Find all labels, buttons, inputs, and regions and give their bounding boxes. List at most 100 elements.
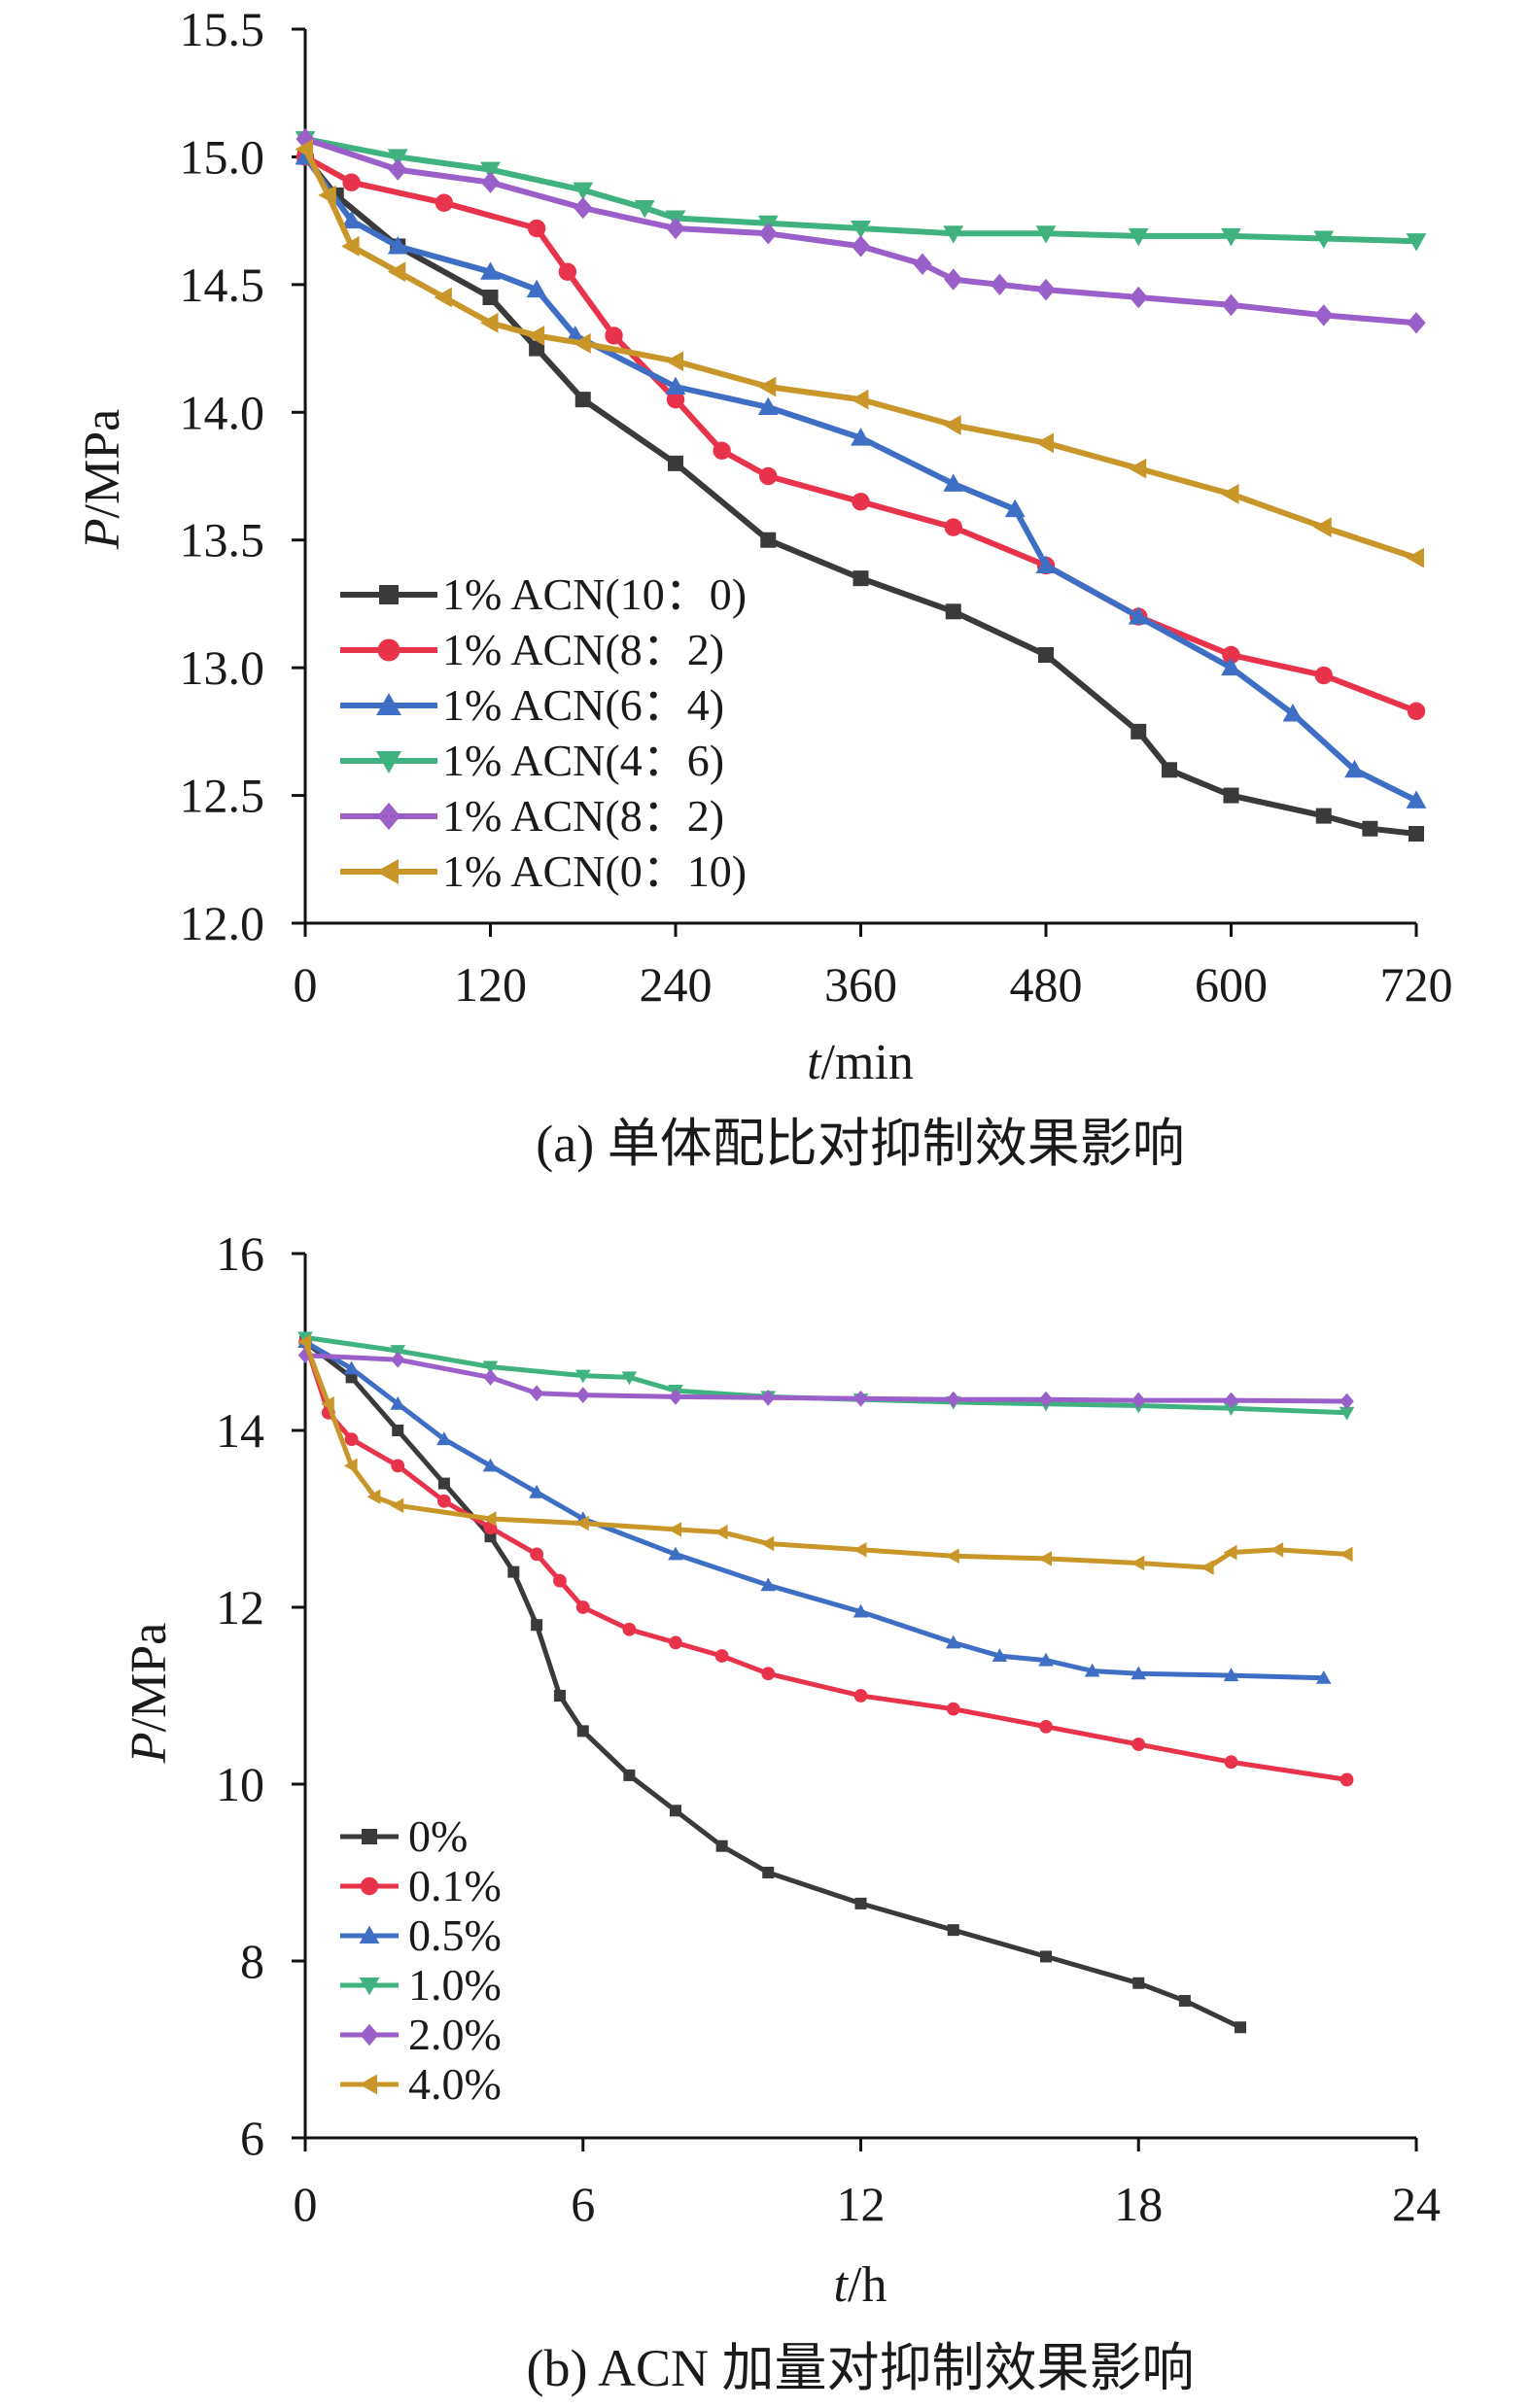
chart-b-y-axis-title: P/MPa — [122, 1623, 177, 1764]
chart-b-data-point — [343, 1360, 360, 1375]
chart-a-data-point — [387, 261, 406, 283]
chart-a-data-point — [1035, 225, 1057, 244]
chart-a-data-point — [1128, 458, 1147, 479]
chart-b-data-point — [391, 1351, 405, 1368]
chart-a-data-point — [574, 392, 591, 408]
chart-a-y-tick-label: 12.5 — [180, 769, 265, 823]
chart-a-series-1 — [297, 149, 1424, 842]
chart-a-x-tick-label: 120 — [454, 957, 527, 1012]
chart-a-data-point — [1313, 230, 1335, 249]
chart-b-data-point — [344, 1432, 359, 1446]
chart-b-data-point — [668, 1522, 681, 1537]
chart-b-x-tick-label: 18 — [1114, 2177, 1163, 2231]
chart-b-legend-item: 2.0% — [340, 2010, 502, 2059]
chart-b-legend-label: 2.0% — [408, 2010, 502, 2059]
chart-b-data-point — [854, 1897, 867, 1909]
chart-b-data-point — [622, 1622, 637, 1636]
chart-b-legend-item: 1.0% — [340, 1960, 502, 2010]
chart-a-data-point — [558, 262, 577, 281]
chart-a-data-point — [526, 326, 545, 346]
chart-b-data-point — [945, 1634, 961, 1649]
chart-a-data-point — [434, 287, 452, 308]
chart-a-data-point — [944, 268, 963, 291]
chart-b-data-point — [1131, 1555, 1145, 1571]
chart-b-y-tick-label: 14 — [216, 1403, 264, 1458]
chart-a-data-point — [1406, 233, 1427, 252]
chart-b-x-tick-label: 0 — [294, 2177, 318, 2231]
chart-a-data-point — [1315, 808, 1332, 824]
chart-a-legend-label: 1% ACN(6：4) — [442, 680, 724, 730]
chart-a-legend-label: 1% ACN(8：2) — [442, 625, 724, 674]
chart-b-data-point — [392, 1425, 404, 1436]
chart-b-data-point — [576, 1725, 589, 1737]
chart-a-y-axis-title: P/MPa — [75, 409, 130, 550]
chart-b-data-point — [762, 1867, 775, 1878]
chart-b-data-point — [1200, 1560, 1214, 1575]
chart-a-data-point — [1221, 227, 1241, 247]
chart-b-data-point — [1223, 1668, 1239, 1682]
chart-a-y-tick-label: 13.0 — [180, 640, 265, 695]
chart-a-data-point — [482, 290, 499, 305]
chart-b-data-point — [321, 1395, 334, 1412]
chart-b-legend-marker — [359, 1925, 380, 1944]
chart-b-data-point — [297, 1334, 311, 1350]
chart-a-data-point — [852, 570, 869, 587]
chart-a-series-2 — [296, 148, 1426, 721]
chart-b-data-point — [1039, 1719, 1053, 1734]
chart-a-x-tick-label: 360 — [824, 957, 897, 1012]
chart-a-data-point — [387, 149, 408, 167]
chart-a-data-point — [480, 161, 501, 180]
chart-b-data-point — [852, 1603, 869, 1618]
chart-b-data-point — [1040, 1950, 1052, 1963]
chart-b-data-point — [1224, 1755, 1238, 1770]
chart-a-data-point — [943, 473, 964, 492]
chart-a-legend-marker — [379, 585, 399, 604]
chart-b-data-point — [529, 1484, 544, 1498]
chart-b-data-point — [946, 1391, 960, 1408]
chart-a-data-point — [527, 219, 546, 238]
chart-a-data-point — [1221, 293, 1241, 317]
chart-a-legend-marker — [376, 751, 401, 774]
chart-b-data-point — [947, 1924, 959, 1937]
chart-b-data-point — [1223, 1402, 1239, 1417]
chart-b-series-6 — [297, 1334, 1353, 1575]
chart-a-y-tick-label: 15.0 — [180, 129, 265, 184]
chart-b-data-point — [391, 1459, 405, 1473]
chart-b-data-point — [1339, 1546, 1353, 1563]
chart-b-data-point — [852, 1542, 867, 1558]
chart-b-data-point — [575, 1600, 590, 1614]
chart-a-data-point — [757, 376, 777, 397]
chart-b-series-1 — [299, 1336, 1247, 2034]
chart-b-data-point — [1270, 1542, 1284, 1558]
chart-b-x-tick-label: 6 — [571, 2177, 595, 2231]
chart-a-data-point — [1362, 820, 1378, 837]
chart-a-data-point — [1038, 647, 1054, 663]
chart-b-data-point — [1038, 1551, 1052, 1566]
chart-b-data-point — [668, 1546, 683, 1561]
chart-a-legend: 1% ACN(10：0) 1% ACN(8：2) 1% ACN(6：4) 1% ACN… — [340, 569, 747, 896]
chart-b-legend-marker — [359, 2074, 377, 2095]
chart-b-data-point — [1131, 1392, 1146, 1409]
chart-b-data-point — [575, 1387, 590, 1403]
chart-a-data-point — [913, 253, 932, 276]
chart-b-y-tick-label: 8 — [240, 1934, 264, 1988]
chart-b-data-point — [668, 1389, 683, 1405]
chart-a-y-tick-label: 14.5 — [180, 258, 265, 312]
chart-b-data-point — [507, 1565, 520, 1578]
chart-a-data-point — [1406, 547, 1424, 568]
chart-b-legend-label: 4.0% — [408, 2059, 502, 2109]
chart-b-data-point — [482, 1458, 499, 1472]
chart-a-data-point — [573, 182, 594, 200]
chart-b-data-point — [853, 1689, 868, 1703]
chart-a-data-point — [1128, 606, 1149, 625]
chart-a-data-point — [435, 193, 454, 212]
chart-b-series-5 — [297, 1347, 1354, 1410]
chart-a-series-6 — [295, 139, 1424, 568]
chart-a-legend-label: 1% ACN(8：2) — [442, 791, 724, 841]
chart-a-data-point — [851, 428, 871, 446]
chart-a-data-point — [1409, 826, 1424, 842]
chart-a-x-tick-label: 600 — [1195, 957, 1268, 1012]
chart-b-data-point — [621, 1371, 638, 1386]
